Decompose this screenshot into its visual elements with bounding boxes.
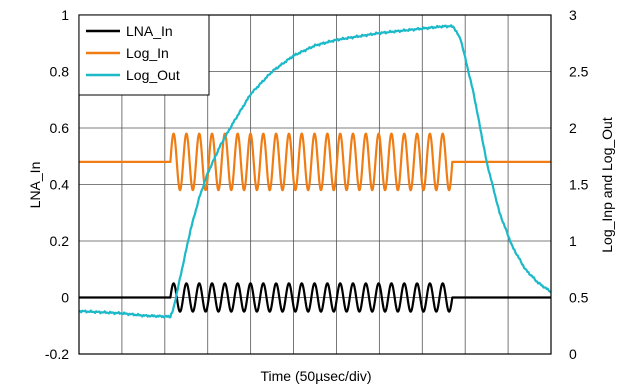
right-tick-label: 1: [569, 233, 577, 249]
left-tick-label: 0: [61, 290, 69, 306]
legend-box: [78, 14, 210, 96]
legend-label-log-in: Log_In: [126, 45, 169, 61]
right-axis-label: Log_Inp and Log_Out: [599, 117, 615, 253]
right-tick-label: 3: [569, 7, 577, 23]
series-log-in-line: [79, 132, 551, 192]
right-tick-label: 1.5: [569, 177, 589, 193]
left-axis-label: LNA_In: [27, 162, 43, 209]
left-tick-label: 0.8: [50, 64, 70, 80]
x-axis-label: Time (50µsec/div): [260, 368, 371, 384]
legend-label-lna-in: LNA_In: [126, 23, 173, 39]
left-tick-label: 0.6: [50, 120, 70, 136]
series-log-out-line: [78, 24, 552, 319]
right-tick-label: 2.5: [569, 64, 589, 80]
right-axis-ticks: 3 2.5 2 1.5 1 0.5 0: [569, 7, 589, 362]
left-tick-label: 0.2: [50, 233, 70, 249]
plot-frame: [78, 14, 552, 355]
series-layer: [78, 24, 552, 319]
left-axis-ticks: 1 0.8 0.6 0.4 0.2 0 -0.2: [45, 7, 69, 362]
right-tick-label: 0: [569, 346, 577, 362]
legend-label-log-out: Log_Out: [126, 67, 180, 83]
left-tick-label: -0.2: [45, 346, 69, 362]
legend: LNA_In Log_In Log_Out: [78, 14, 210, 96]
right-tick-label: 0.5: [569, 290, 589, 306]
left-tick-label: 1: [61, 7, 69, 23]
left-tick-label: 0.4: [50, 177, 70, 193]
series-lna-in-line: [79, 282, 551, 313]
right-tick-label: 2: [569, 120, 577, 136]
